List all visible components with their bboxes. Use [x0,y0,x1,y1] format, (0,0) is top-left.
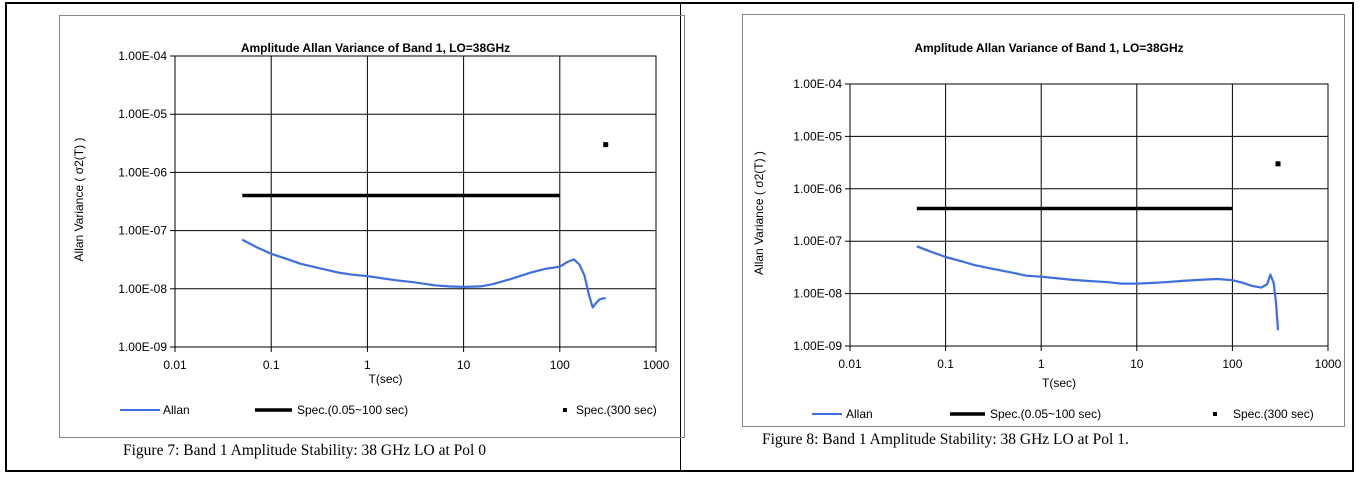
y-tick-label: 1.00E-08 [793,287,842,301]
legend-label: Spec.(300 sec) [576,403,657,417]
chart-frame-left [59,15,685,438]
x-tick-label: 10 [457,358,471,372]
figure-cell-right [680,2,1354,472]
legend-label: Spec.(0.05~100 sec) [297,403,408,417]
chart-2: 0.01 0.1 1 10 100 1000 1.00E-09 1.00E-08 1.00E-0… [752,41,1342,421]
y-axis-label: Allan Variance ( σ2(T) ) [752,151,766,275]
y-tick-label: 1.00E-06 [793,182,842,196]
allan-series-line [241,238,606,309]
x-tick-label: 10 [1130,357,1144,371]
chart-title: Amplitude Allan Variance of Band 1, LO=3… [241,41,510,55]
legend-swatch-spec-300 [1213,412,1217,416]
y-tick-label: 1.00E-08 [118,282,167,296]
legend-label: Spec.(0.05~100 sec) [990,407,1101,421]
legend-label: Allan [846,407,873,421]
x-tick-label: 1 [1038,357,1045,371]
y-tick-label: 1.00E-05 [118,107,167,121]
allan-series-line [916,245,1280,331]
plot-area [849,83,1329,347]
x-tick-label: 1000 [1315,357,1342,371]
y-tick-label: 1.00E-07 [793,234,842,248]
spec-300-marker [1275,161,1281,167]
legend-label: Allan [163,403,190,417]
y-tick-label: 1.00E-05 [793,129,842,143]
x-tick-label: 0.1 [263,358,280,372]
x-tick-label: 100 [1222,357,1242,371]
x-axis-label: T(sec) [1042,376,1076,390]
y-axis-label: Allan Variance ( σ2(T) ) [72,138,86,262]
chart-title: Amplitude Allan Variance of Band 1, LO=3… [914,41,1183,55]
plot-area [174,55,657,348]
y-tick-label: 1.00E-06 [118,165,167,179]
y-tick-label: 1.00E-09 [118,340,167,354]
x-axis-label: T(sec) [369,372,403,386]
x-tick-label: 0.1 [937,357,954,371]
chart-1: 0.01 0.1 1 10 100 1000 1.00E-09 1.00E-08 1.00E-0… [72,41,670,417]
legend-swatch-spec-300 [563,408,567,412]
x-tick-label: 100 [550,358,570,372]
x-tick-label: 1 [364,358,371,372]
figure-7-caption: Figure 7: Band 1 Amplitude Stability: 38… [123,442,486,459]
y-tick-label: 1.00E-04 [118,49,167,63]
figure-8-caption: Figure 8: Band 1 Amplitude Stability: 38… [762,431,1129,448]
legend-label: Spec.(300 sec) [1233,407,1314,421]
chart-frame-right [742,14,1345,427]
x-tick-label: 0.01 [838,357,862,371]
x-tick-label: 1000 [643,358,670,372]
spec-300-marker [603,142,609,148]
y-tick-label: 1.00E-07 [118,224,167,238]
y-tick-label: 1.00E-04 [793,77,842,91]
x-tick-label: 0.01 [163,358,187,372]
y-tick-label: 1.00E-09 [793,339,842,353]
